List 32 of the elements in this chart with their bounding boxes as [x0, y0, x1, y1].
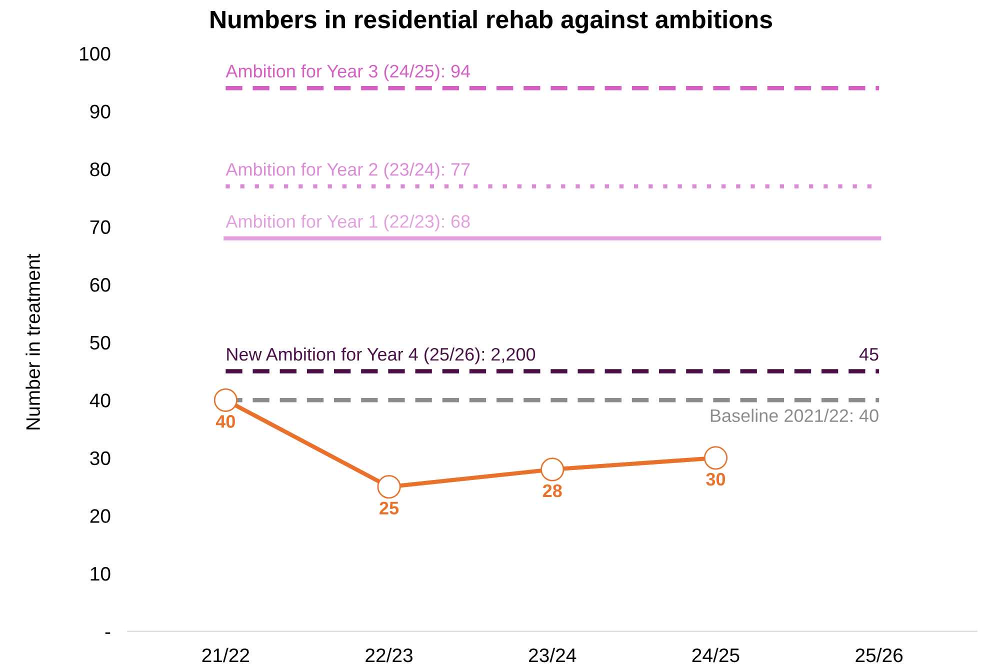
x-tick-label: 23/24 [529, 648, 576, 662]
y-tick-label: 80 [90, 162, 110, 176]
y-tick-label: 90 [90, 104, 110, 118]
data-label: 40 [216, 415, 235, 428]
x-tick-label: 21/22 [202, 648, 250, 662]
ref-line-label: Ambition for Year 3 (24/25): 94 [226, 64, 470, 82]
y-tick-label: 70 [90, 220, 110, 234]
x-tick-label: 24/25 [692, 648, 740, 662]
point [540, 458, 564, 482]
y-tick-label: 10 [90, 566, 110, 581]
ref-line-label: Ambition for Year 1 (22/23): 68 [226, 214, 470, 232]
y-tick-label: - [105, 632, 110, 634]
point [377, 475, 401, 499]
data-label: 28 [542, 484, 562, 498]
y-tick-label: 100 [80, 46, 110, 61]
x-tick-label: 22/23 [366, 648, 412, 662]
data-label: 25 [380, 502, 399, 515]
point [704, 446, 728, 470]
y-tick-label: 20 [90, 509, 110, 523]
y-axis-title: Number in treatment [26, 254, 40, 430]
x-tick-label: 25/26 [856, 648, 903, 662]
ref-line-label: Baseline 2021/22: 40 [710, 408, 878, 422]
y-tick-label: 30 [90, 451, 110, 466]
data-label: 30 [706, 472, 726, 486]
y-tick-label: 40 [90, 394, 110, 408]
annotation: New Ambition for Year 4 (25/26): 2,200 [227, 347, 536, 364]
ref-line-label: 45 [859, 348, 878, 361]
point [214, 388, 238, 412]
y-tick-label: 50 [90, 336, 110, 350]
ref-line-label: Ambition for Year 2 (23/24): 77 [226, 162, 470, 180]
chart-title: Numbers in residential rehab against ambitions [210, 10, 772, 34]
y-tick-label: 60 [90, 278, 110, 292]
